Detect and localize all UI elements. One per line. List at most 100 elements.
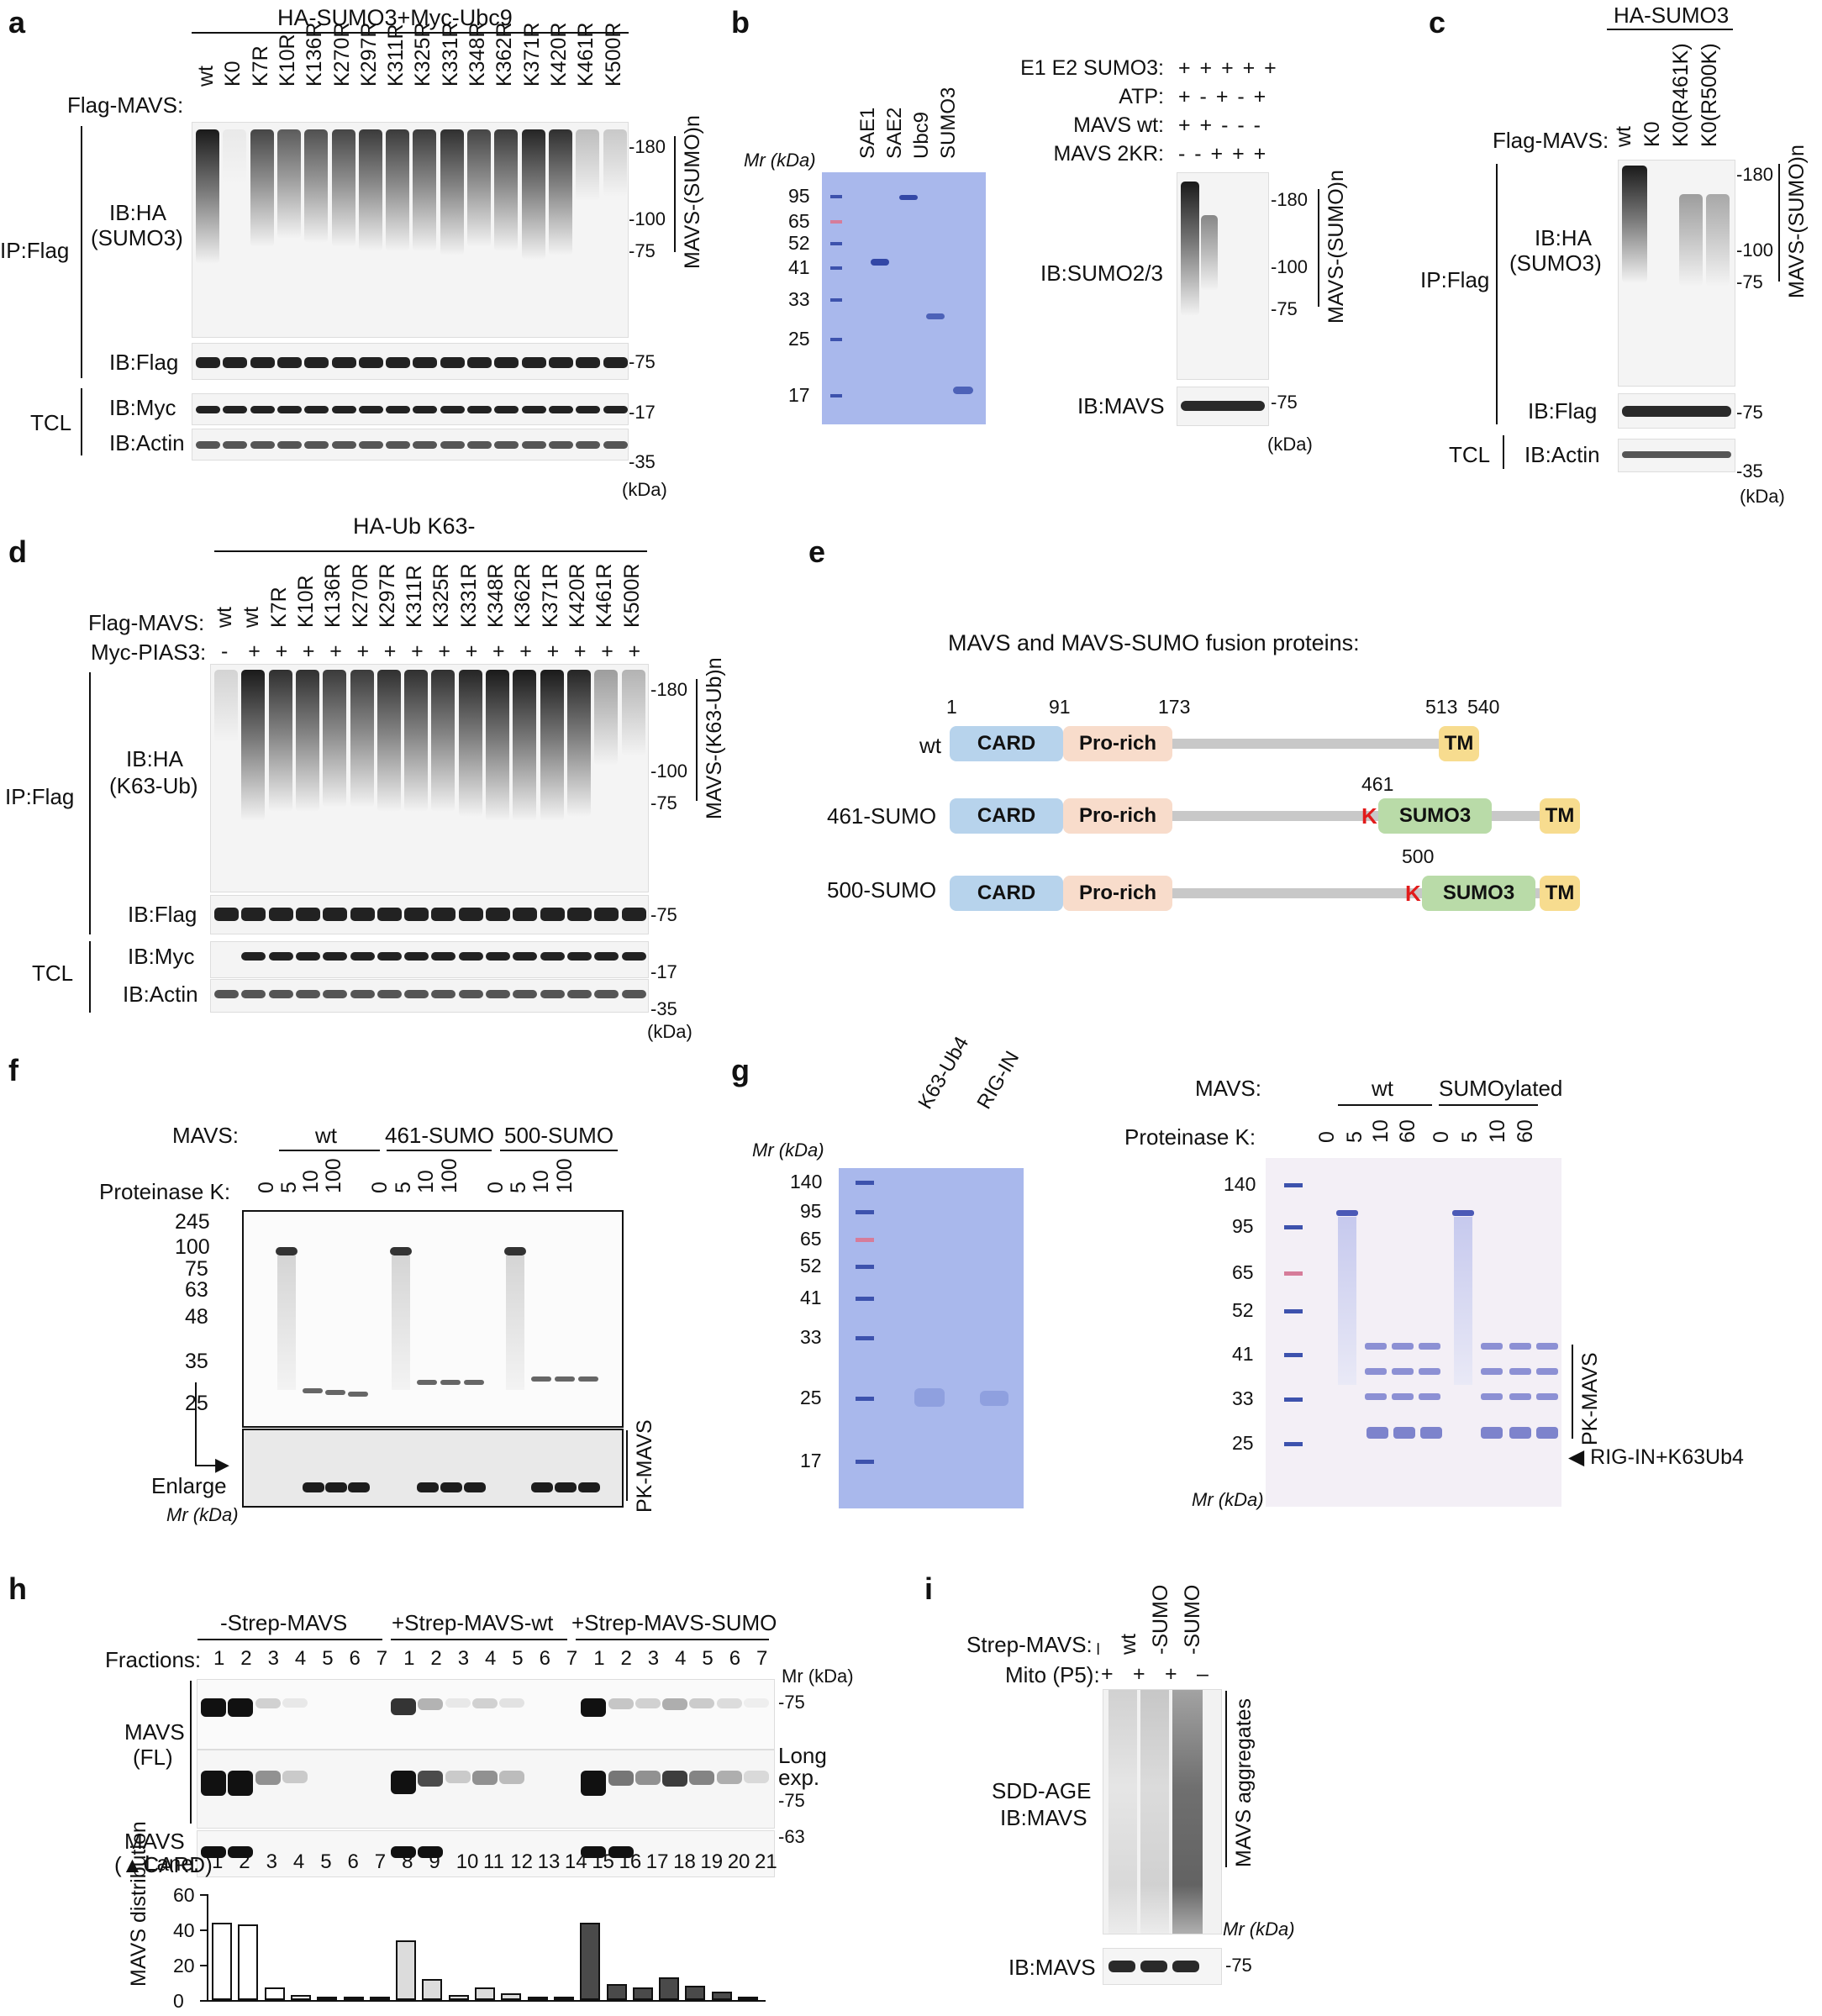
panel-a-ib-actin: IB:Actin xyxy=(109,430,185,455)
a-myc-band-6 xyxy=(358,406,383,413)
panel-a-myc-blot xyxy=(192,393,629,425)
panel-h-mr: Mr (kDa) xyxy=(782,1666,854,1687)
h-lanes-4: 5 xyxy=(320,1850,332,1873)
panel-h-group-2: +Strep-MAVS-wt xyxy=(392,1610,554,1635)
h-fractions-1: 2 xyxy=(240,1647,252,1670)
f-gel-frag-8 xyxy=(578,1376,598,1382)
panel-g-group-wt: wt xyxy=(1372,1076,1393,1101)
h-bar-2 xyxy=(264,1987,285,2000)
h-lanes-3: 4 xyxy=(292,1850,305,1873)
d-lanes-4: K136R xyxy=(321,563,345,628)
panel-a-actin-blot xyxy=(192,429,629,461)
panel-b-band-ubc9 xyxy=(926,313,945,319)
b-cond-signs-2: + + - - - xyxy=(1178,113,1262,137)
g-ladder2-band-4 xyxy=(1284,1353,1303,1357)
panel-e-pos-461: 461 xyxy=(1361,773,1394,795)
d-ha-smear-9 xyxy=(458,670,482,817)
panel-b-side-bracket xyxy=(1318,189,1319,307)
d-ha-smear-6 xyxy=(377,670,401,812)
g-frag-5-2 xyxy=(1536,1393,1558,1400)
h-fl-band-11 xyxy=(499,1698,525,1708)
a-lanes-1: K0 xyxy=(221,61,245,87)
panel-g-band-rigin xyxy=(980,1391,1008,1406)
panel-g-arrow-label: ◀ RIG-IN+K63Ub4 xyxy=(1568,1445,1744,1469)
a-actin-band-8 xyxy=(413,441,438,449)
d-lanes-8: K325R xyxy=(429,563,454,628)
h-bar-3 xyxy=(290,1994,311,2000)
a-lanes-11: K362R xyxy=(492,22,517,87)
a-lanes-6: K297R xyxy=(356,22,381,87)
h-card-band-2 xyxy=(391,1846,417,1858)
a-flag-band-15 xyxy=(603,357,628,368)
d-lanes-10: K348R xyxy=(484,563,508,628)
d-myc-band-15 xyxy=(621,952,646,961)
h-lanes-18: 19 xyxy=(700,1850,724,1873)
g-frag-2-2 xyxy=(1419,1393,1440,1400)
d-myc-band-12 xyxy=(540,952,565,961)
h-fl-band-17 xyxy=(662,1698,688,1710)
g-frag-0-1 xyxy=(1365,1368,1387,1375)
panel-g-side-bracket xyxy=(1572,1345,1573,1439)
b-ladder-band-0 xyxy=(830,195,842,198)
g-pk-3: 60 xyxy=(1396,1119,1419,1143)
a-ha-smear-5 xyxy=(331,129,355,247)
h-ytick-mark-0 xyxy=(200,2000,207,2002)
h-fractions-10: 4 xyxy=(485,1647,497,1670)
panel-h-lane-label: Lane: xyxy=(145,1850,200,1876)
d-flag-band-2 xyxy=(268,908,293,921)
panel-i-m75: -75 xyxy=(1225,1955,1252,1976)
a-actin-band-12 xyxy=(521,441,546,449)
h-fl2-band-7 xyxy=(391,1771,417,1794)
a-lanes-2: K7R xyxy=(248,45,272,87)
b-lanes-3: SUMO3 xyxy=(937,87,960,159)
i-row2-1: + xyxy=(1133,1662,1145,1686)
d-actin-band-8 xyxy=(431,990,456,998)
panel-c-m100: -100 xyxy=(1736,239,1774,261)
d-flag-band-8 xyxy=(431,908,456,921)
g-frag-0-2 xyxy=(1365,1393,1387,1400)
a-lanes-8: K325R xyxy=(411,22,435,87)
a-lanes-13: K420R xyxy=(546,22,571,87)
d-pias-10: + xyxy=(492,640,505,663)
a-ha-smear-4 xyxy=(304,129,329,243)
panel-h-ylabel: MAVS distribution xyxy=(127,1821,150,1987)
g-ladder-band-5 xyxy=(856,1336,874,1340)
panel-e-461-pro: Pro-rich xyxy=(1063,798,1172,834)
panel-h-group-3: +Strep-MAVS-SUMO xyxy=(571,1610,777,1635)
panel-e-500-sumo: SUMO3 xyxy=(1422,876,1535,911)
panel-f-enlarge-gel xyxy=(242,1429,624,1508)
d-myc-band-4 xyxy=(323,952,348,961)
panel-f-line-461 xyxy=(387,1150,492,1151)
panel-e-461-k: K xyxy=(1361,803,1377,829)
a-myc-band-5 xyxy=(331,406,356,413)
g-frag-4-2 xyxy=(1509,1393,1531,1400)
h-fl-band-14 xyxy=(581,1698,607,1717)
g-ladder2-band-2 xyxy=(1284,1271,1303,1276)
a-ha-smear-11 xyxy=(494,129,519,251)
a-actin-band-1 xyxy=(223,441,248,449)
f-enl-band-8 xyxy=(578,1482,600,1492)
panel-g-band-k63 xyxy=(914,1388,945,1407)
d-ha-smear-7 xyxy=(404,670,429,812)
b-cond-signs-3: - - + + + xyxy=(1178,142,1268,166)
d-flag-band-11 xyxy=(513,908,538,921)
h-lanes-14: 15 xyxy=(592,1850,614,1873)
b-lanes-2: Ubc9 xyxy=(910,111,933,159)
panel-g-mr2: Mr (kDa) xyxy=(1192,1489,1264,1510)
a-myc-band-0 xyxy=(196,406,220,413)
panel-e-500-tm: TM xyxy=(1540,876,1580,911)
f-enl-band-5 xyxy=(464,1482,486,1492)
h-fractions-17: 4 xyxy=(675,1647,687,1670)
f-gel-frag-2 xyxy=(348,1392,368,1397)
panel-g-line-wt xyxy=(1338,1104,1432,1106)
a-flag-band-3 xyxy=(276,357,302,368)
a-myc-band-1 xyxy=(223,406,248,413)
panel-h-m75b: -75 xyxy=(778,1790,805,1811)
h-bar-7 xyxy=(396,1940,417,2000)
d-actin-band-1 xyxy=(241,990,266,998)
a-flag-band-1 xyxy=(223,357,248,368)
panel-d-ib-myc: IB:Myc xyxy=(128,944,195,969)
panel-h-fl-long-blot xyxy=(197,1750,775,1829)
d-actin-band-13 xyxy=(566,990,592,998)
panel-f-label: f xyxy=(8,1053,18,1087)
